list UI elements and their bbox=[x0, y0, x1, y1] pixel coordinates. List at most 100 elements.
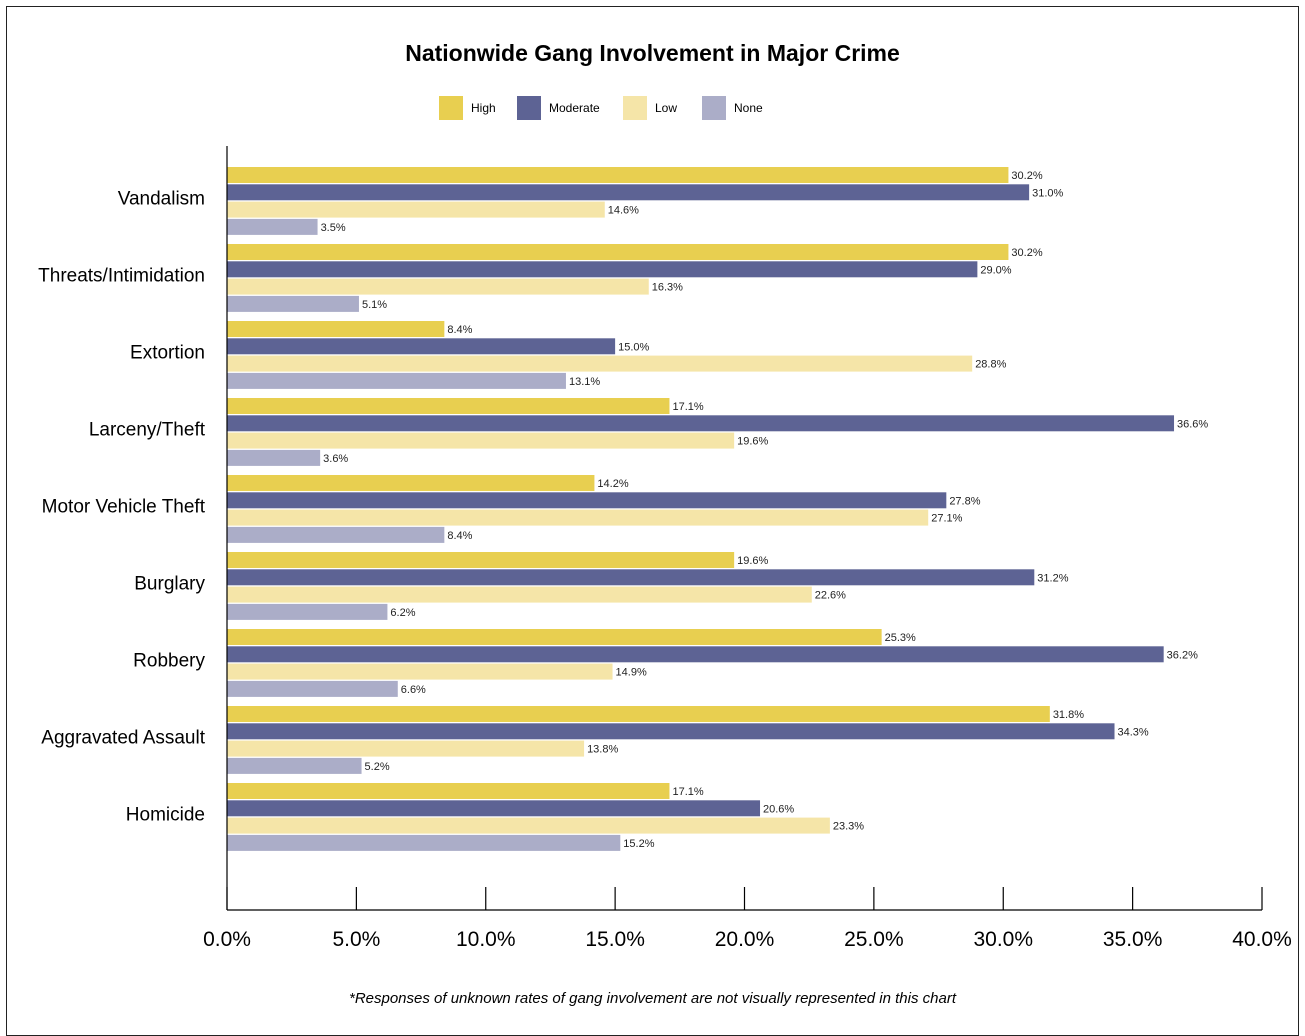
data-label: 19.6% bbox=[737, 436, 768, 448]
bar-moderate bbox=[227, 184, 1030, 201]
data-label: 6.6% bbox=[401, 684, 426, 696]
x-tick-label: 15.0% bbox=[585, 928, 645, 951]
chart-title: Nationwide Gang Involvement in Major Cri… bbox=[405, 40, 900, 66]
bar-low bbox=[227, 740, 585, 757]
data-label: 25.3% bbox=[885, 632, 916, 644]
bar-none bbox=[227, 449, 321, 466]
x-tick-label: 30.0% bbox=[973, 928, 1033, 951]
data-label: 31.0% bbox=[1032, 187, 1063, 199]
data-label: 15.0% bbox=[618, 341, 649, 353]
data-label: 17.1% bbox=[672, 786, 703, 798]
x-tick-label: 25.0% bbox=[844, 928, 904, 951]
legend-label-low: Low bbox=[655, 101, 678, 115]
legend-item-low: Low bbox=[623, 96, 677, 120]
bar-moderate bbox=[227, 492, 947, 509]
bar-moderate bbox=[227, 261, 978, 278]
bar-none bbox=[227, 372, 566, 389]
category-label: Threats/Intimidation bbox=[38, 266, 205, 287]
data-label: 31.8% bbox=[1053, 709, 1084, 721]
data-label: 19.6% bbox=[737, 555, 768, 567]
bar-high bbox=[227, 321, 445, 337]
x-tick-label: 0.0% bbox=[203, 928, 251, 951]
category-label: Larceny/Theft bbox=[89, 420, 206, 441]
data-label: 13.1% bbox=[569, 376, 600, 388]
bar-low bbox=[227, 663, 613, 680]
legend-item-high: High bbox=[439, 96, 496, 120]
bar-high bbox=[227, 552, 735, 568]
bar-moderate bbox=[227, 415, 1175, 432]
x-tick-label: 5.0% bbox=[332, 928, 380, 951]
bar-moderate bbox=[227, 569, 1035, 586]
data-label: 16.3% bbox=[652, 282, 683, 294]
bar-moderate bbox=[227, 646, 1164, 663]
data-label: 8.4% bbox=[447, 530, 472, 542]
data-label: 14.2% bbox=[597, 478, 628, 490]
bar-high bbox=[227, 783, 670, 799]
bar-low bbox=[227, 355, 973, 372]
chart-legend: High Moderate Low None bbox=[0, 96, 1305, 120]
data-label: 36.6% bbox=[1177, 418, 1208, 430]
bar-low bbox=[227, 201, 605, 218]
category-label: Robbery bbox=[133, 651, 205, 672]
category-label: Homicide bbox=[126, 805, 205, 826]
data-label: 14.9% bbox=[616, 667, 647, 679]
legend-label-none: None bbox=[734, 101, 763, 115]
legend-swatch-high bbox=[439, 96, 463, 120]
category-label: Motor Vehicle Theft bbox=[42, 497, 206, 518]
data-label: 13.8% bbox=[587, 744, 618, 756]
data-label: 15.2% bbox=[623, 838, 654, 850]
data-label: 6.2% bbox=[390, 607, 415, 619]
data-label: 29.0% bbox=[980, 264, 1011, 276]
data-label: 22.6% bbox=[815, 590, 846, 602]
bar-none bbox=[227, 757, 362, 774]
bar-moderate bbox=[227, 800, 761, 817]
footnote: *Responses of unknown rates of gang invo… bbox=[348, 990, 956, 1007]
data-label: 17.1% bbox=[672, 401, 703, 413]
data-label: 36.2% bbox=[1167, 649, 1198, 661]
data-label: 20.6% bbox=[763, 803, 794, 815]
data-label: 28.8% bbox=[975, 359, 1006, 371]
legend-label-high: High bbox=[471, 101, 496, 115]
data-label: 30.2% bbox=[1011, 247, 1042, 259]
legend-swatch-moderate bbox=[517, 96, 541, 120]
x-tick-label: 20.0% bbox=[715, 928, 775, 951]
data-label: 31.2% bbox=[1037, 572, 1068, 584]
x-tick-label: 35.0% bbox=[1103, 928, 1163, 951]
data-label: 27.8% bbox=[949, 495, 980, 507]
data-label: 5.1% bbox=[362, 299, 387, 311]
category-label: Vandalism bbox=[118, 189, 205, 210]
bar-none bbox=[227, 218, 318, 235]
bar-moderate bbox=[227, 338, 616, 355]
bar-low bbox=[227, 817, 830, 834]
category-label: Aggravated Assault bbox=[41, 728, 205, 749]
bar-low bbox=[227, 586, 812, 603]
bar-none bbox=[227, 526, 445, 543]
legend-item-none: None bbox=[702, 96, 763, 120]
bar-high bbox=[227, 244, 1009, 260]
data-label: 5.2% bbox=[365, 761, 390, 773]
category-label: Burglary bbox=[134, 574, 205, 595]
bar-low bbox=[227, 509, 929, 526]
category-label: Extortion bbox=[130, 343, 205, 364]
legend-swatch-low bbox=[623, 96, 647, 120]
data-label: 27.1% bbox=[931, 513, 962, 525]
data-label: 3.6% bbox=[323, 453, 348, 465]
data-label: 30.2% bbox=[1011, 170, 1042, 182]
bar-low bbox=[227, 278, 649, 295]
bar-high bbox=[227, 706, 1050, 722]
x-tick-label: 10.0% bbox=[456, 928, 516, 951]
bar-none bbox=[227, 295, 359, 312]
legend-item-moderate: Moderate bbox=[517, 96, 600, 120]
legend-swatch-none bbox=[702, 96, 726, 120]
data-label: 14.6% bbox=[608, 205, 639, 217]
bar-moderate bbox=[227, 723, 1115, 740]
bar-none bbox=[227, 680, 398, 697]
data-label: 3.5% bbox=[321, 222, 346, 234]
data-label: 23.3% bbox=[833, 821, 864, 833]
bar-high bbox=[227, 629, 882, 645]
bar-high bbox=[227, 475, 595, 491]
x-tick-label: 40.0% bbox=[1232, 928, 1292, 951]
bar-none bbox=[227, 603, 388, 620]
legend-label-moderate: Moderate bbox=[549, 101, 600, 115]
